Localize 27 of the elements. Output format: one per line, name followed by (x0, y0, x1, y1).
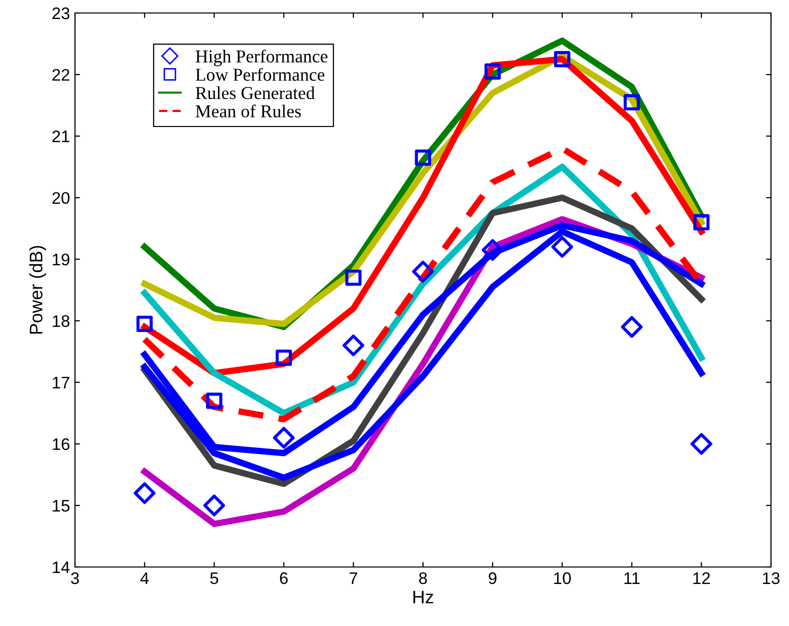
y-tick-label: 23 (52, 7, 70, 20)
y-axis-title: Power (dB) (29, 246, 46, 334)
y-tick-label: 17 (52, 376, 70, 388)
y-tick-label: 18 (52, 315, 70, 327)
x-tick-label: 3 (71, 572, 79, 584)
x-tick-label: 8 (419, 572, 427, 584)
legend-label: Mean of Rules (196, 104, 301, 118)
y-tick-label: 21 (52, 130, 70, 142)
x-tick-label: 13 (763, 572, 780, 584)
x-tick-label: 9 (488, 572, 496, 584)
legend-label: High Performance (196, 50, 328, 66)
x-tick-label: 11 (624, 572, 640, 584)
legend-label: Rules Generated (196, 86, 315, 100)
y-tick-label: 19 (52, 254, 70, 266)
y-tick-label: 15 (52, 500, 70, 512)
y-tick-label: 14 (52, 562, 70, 574)
x-tick-label: 6 (280, 572, 288, 584)
x-tick-label: 10 (554, 572, 571, 584)
x-tick-label: 5 (210, 572, 218, 584)
x-axis-title: Hz (413, 590, 434, 604)
y-tick-label: 16 (52, 438, 70, 450)
y-tick-label: 20 (52, 192, 70, 204)
x-tick-label: 12 (693, 572, 710, 584)
legend-label: Low Performance (196, 68, 324, 81)
x-tick-label: 7 (350, 572, 358, 584)
x-tick-label: 4 (140, 572, 149, 584)
y-tick-label: 22 (52, 68, 70, 81)
